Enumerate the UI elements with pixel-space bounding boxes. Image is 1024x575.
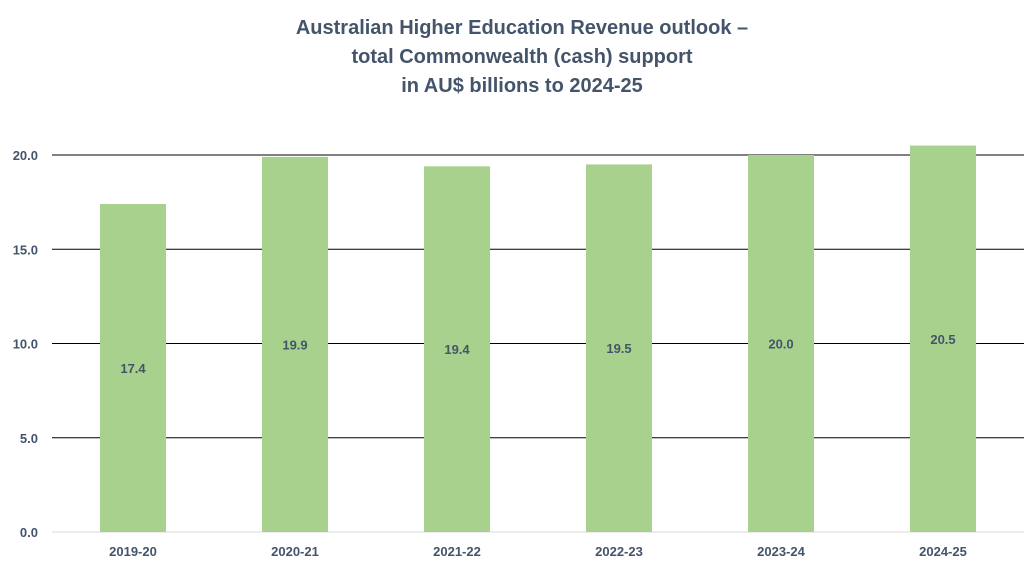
x-tick-label: 2024-25 bbox=[919, 544, 967, 559]
chart-title-line-3: in AU$ billions to 2024-25 bbox=[401, 75, 643, 97]
y-tick-label: 0.0 bbox=[20, 525, 38, 540]
x-tick-label: 2021-22 bbox=[433, 544, 481, 559]
y-tick-label: 20.0 bbox=[13, 148, 38, 163]
chart-title-line-1: Australian Higher Education Revenue outl… bbox=[295, 17, 749, 39]
y-tick-label: 15.0 bbox=[13, 242, 38, 257]
chart-title: Australian Higher Education Revenue outl… bbox=[0, 14, 1024, 101]
data-label: 19.9 bbox=[282, 337, 307, 352]
bar bbox=[100, 204, 166, 532]
x-tick-label: 2023-24 bbox=[757, 544, 805, 559]
chart-title-line-2: total Commonwealth (cash) support bbox=[351, 46, 693, 68]
bar bbox=[262, 156, 328, 532]
data-label: 20.5 bbox=[930, 332, 955, 347]
bar bbox=[424, 166, 490, 532]
data-label: 19.5 bbox=[606, 341, 631, 356]
bar bbox=[748, 155, 814, 532]
y-tick-label: 10.0 bbox=[13, 337, 38, 352]
bar bbox=[586, 164, 652, 533]
x-tick-label: 2020-21 bbox=[271, 544, 319, 559]
data-label: 17.4 bbox=[120, 361, 146, 376]
y-tick-label: 5.0 bbox=[20, 431, 38, 446]
data-label: 20.0 bbox=[768, 337, 793, 352]
x-tick-label: 2022-23 bbox=[595, 544, 643, 559]
data-label: 19.4 bbox=[444, 342, 470, 357]
x-tick-label: 2019-20 bbox=[109, 544, 157, 559]
bar bbox=[910, 145, 976, 532]
